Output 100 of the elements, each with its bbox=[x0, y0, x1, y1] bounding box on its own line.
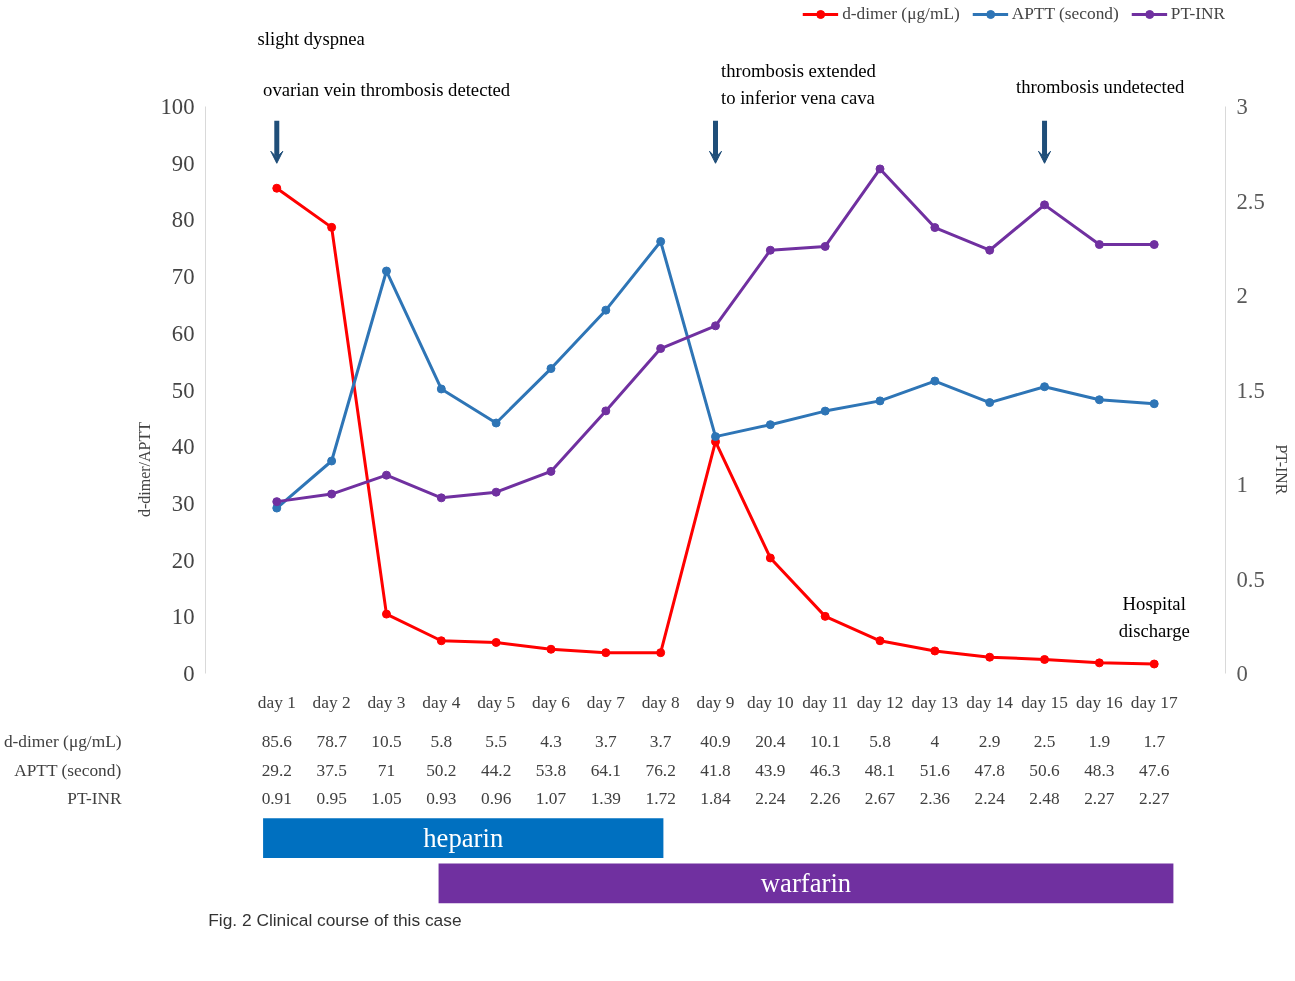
data-label: 46.3 bbox=[810, 760, 841, 780]
point bbox=[1094, 658, 1104, 668]
data-label: 2.48 bbox=[1029, 788, 1060, 808]
x-tick-label: day 16 bbox=[1076, 692, 1124, 712]
legend-label: APTT (second) bbox=[1011, 4, 1119, 24]
data-label: 5.8 bbox=[430, 732, 453, 752]
y2-tick-label: 0.5 bbox=[1236, 566, 1265, 592]
x-tick-label: day 17 bbox=[1130, 692, 1178, 712]
data-label: 53.8 bbox=[535, 760, 567, 780]
point bbox=[601, 305, 611, 315]
y-tick-label: 70 bbox=[171, 264, 195, 290]
point bbox=[1149, 240, 1159, 250]
text: ovarian vein thrombosis detected bbox=[263, 79, 511, 101]
point bbox=[765, 245, 775, 255]
point bbox=[601, 648, 611, 658]
legend-label: d-dimer (μg/mL) bbox=[842, 4, 960, 24]
data-label: 2.26 bbox=[810, 788, 841, 808]
y2-tick-label: 2 bbox=[1236, 283, 1248, 309]
point bbox=[875, 396, 885, 406]
data-label: 2.27 bbox=[1084, 788, 1115, 808]
data-label: 2.27 bbox=[1139, 788, 1170, 808]
point bbox=[1094, 395, 1104, 405]
point bbox=[656, 648, 666, 658]
x-tick-label: day 1 bbox=[257, 692, 296, 712]
y-tick-label: 80 bbox=[171, 207, 195, 233]
point bbox=[381, 609, 391, 619]
y-tick-label: 50 bbox=[171, 377, 195, 403]
point bbox=[436, 493, 446, 503]
data-label: 5.8 bbox=[869, 732, 891, 752]
text: heparin bbox=[423, 823, 504, 854]
y-tick-label: 90 bbox=[171, 150, 195, 176]
y2-tick-label: 0 bbox=[1236, 661, 1248, 687]
point bbox=[327, 456, 337, 466]
data-label: 1.07 bbox=[535, 788, 567, 808]
point bbox=[1149, 399, 1159, 409]
y-tick-label: 0 bbox=[183, 661, 195, 687]
point bbox=[765, 420, 775, 430]
point bbox=[491, 487, 501, 497]
data-label: 50.2 bbox=[426, 760, 457, 780]
data-label: 2.5 bbox=[1033, 732, 1056, 752]
data-label: 48.3 bbox=[1084, 760, 1115, 780]
point bbox=[381, 470, 391, 480]
point bbox=[711, 321, 720, 331]
point bbox=[272, 183, 282, 193]
point bbox=[820, 241, 830, 251]
y2-tick-label: 2.5 bbox=[1236, 188, 1265, 214]
data-label: 2.9 bbox=[978, 732, 1001, 752]
point bbox=[765, 553, 775, 563]
text: PT-INR bbox=[67, 788, 122, 808]
data-label: 71 bbox=[377, 760, 396, 780]
text: d-dimer (μg/mL) bbox=[3, 732, 122, 752]
point bbox=[985, 245, 995, 255]
data-label: 51.6 bbox=[919, 760, 951, 780]
data-label: 41.8 bbox=[700, 760, 731, 780]
data-label: 47.8 bbox=[974, 760, 1005, 780]
data-label: 2.36 bbox=[919, 788, 951, 808]
point bbox=[1040, 200, 1050, 210]
data-label: 10.1 bbox=[810, 732, 841, 752]
caption: Fig. 2 Clinical course of this case bbox=[208, 910, 462, 931]
x-tick-label: day 3 bbox=[367, 692, 406, 712]
data-label: 1.05 bbox=[371, 788, 402, 808]
data-label: 3.7 bbox=[649, 732, 672, 752]
y-tick-label: 10 bbox=[171, 604, 195, 630]
text: APTT (second) bbox=[14, 760, 122, 780]
point bbox=[875, 164, 885, 174]
y-tick-label: 20 bbox=[171, 547, 195, 573]
annotation: thrombosis extended to inferior vena cava bbox=[720, 60, 877, 108]
y2-tick-label: 3 bbox=[1236, 94, 1248, 120]
data-label: 5.5 bbox=[485, 732, 507, 752]
data-label: 48.1 bbox=[864, 760, 896, 780]
y-axis-title: d-dimer/APTT bbox=[135, 421, 153, 518]
x-tick-label: day 8 bbox=[641, 692, 680, 712]
x-tick-label: day 4 bbox=[422, 692, 461, 712]
point bbox=[436, 636, 446, 646]
text: warfarin bbox=[760, 868, 852, 899]
x-tick-label: day 10 bbox=[747, 692, 794, 712]
data-label: 4.3 bbox=[540, 732, 562, 752]
y-tick-label: 40 bbox=[171, 434, 195, 460]
annotation: Hospital discharge bbox=[1118, 593, 1190, 641]
data-label: 76.2 bbox=[645, 760, 676, 780]
x-tick-label: day 6 bbox=[531, 692, 571, 712]
point bbox=[820, 406, 830, 416]
y-tick-label: 60 bbox=[171, 320, 195, 346]
x-tick-label: day 9 bbox=[696, 692, 735, 712]
data-label: 78.7 bbox=[316, 732, 348, 752]
data-label: 85.6 bbox=[261, 732, 293, 752]
data-label: 4 bbox=[930, 732, 940, 752]
point bbox=[436, 384, 446, 394]
point bbox=[546, 644, 556, 654]
data-label: 1.7 bbox=[1143, 732, 1166, 752]
point bbox=[930, 376, 940, 386]
legend-label: PT-INR bbox=[1170, 4, 1225, 24]
data-label: 3.7 bbox=[594, 732, 617, 752]
data-label: 10.5 bbox=[371, 732, 402, 752]
data-label: 40.9 bbox=[700, 732, 731, 752]
y2-tick-label: 1.5 bbox=[1236, 377, 1265, 403]
point bbox=[985, 652, 995, 662]
point bbox=[1094, 240, 1104, 250]
y2-axis-title: PT-INR bbox=[1272, 444, 1290, 495]
data-label: 64.1 bbox=[590, 760, 621, 780]
